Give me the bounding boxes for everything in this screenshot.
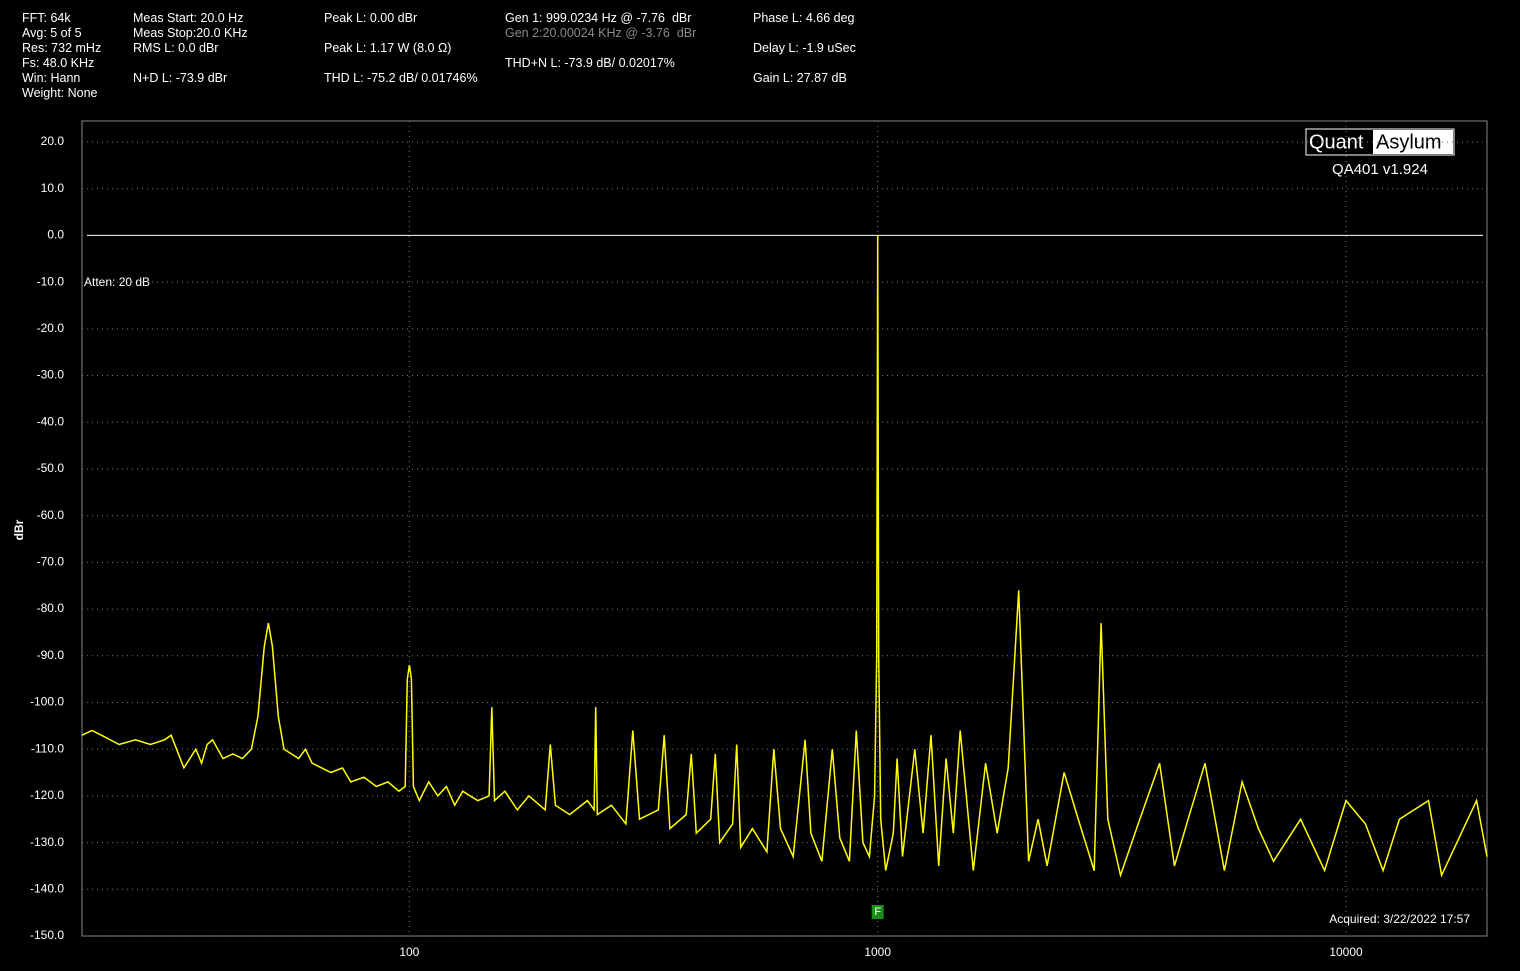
stat: Win: Hann	[22, 71, 81, 85]
stat: Peak L: 1.17 W (8.0 Ω)	[324, 41, 452, 55]
y-tick-label: -60.0	[37, 508, 65, 522]
stat: Peak L: 0.00 dBr	[324, 11, 418, 25]
header-col: Gen 1: 999.0234 Hz @ -7.76 dBr Gen 2:20.…	[505, 11, 696, 71]
y-tick-label: -100.0	[30, 695, 64, 709]
stat: THD+N L: -73.9 dB/ 0.02017%	[505, 56, 675, 70]
header-col: Peak L: 0.00 dBr Peak L: 1.17 W (8.0 Ω) …	[324, 11, 478, 86]
y-tick-label: -130.0	[30, 835, 64, 849]
y-tick-label: -20.0	[37, 321, 65, 335]
y-tick-label: -90.0	[37, 648, 65, 662]
stat: Avg: 5 of 5	[22, 26, 82, 40]
spectrum-line	[81, 235, 1488, 879]
stat: Weight: None	[22, 86, 98, 100]
y-tick-label: 20.0	[41, 134, 65, 148]
logo-left: Quant	[1309, 131, 1364, 153]
y-tick-label: -40.0	[37, 414, 65, 428]
stat: N+D L: -73.9 dBr	[133, 71, 228, 85]
stat: Delay L: -1.9 uSec	[753, 41, 856, 55]
y-tick-label: 0.0	[47, 228, 64, 242]
y-axis-label: dBr	[12, 519, 26, 540]
y-tick-label: -10.0	[37, 274, 65, 288]
stat: Gen 2:20.00024 KHz @ -3.76 dBr	[505, 26, 697, 40]
stat: Meas Stop:20.0 KHz	[133, 26, 248, 40]
header-col: Meas Start: 20.0 Hz Meas Stop:20.0 KHz R…	[133, 11, 248, 86]
stat: Gen 1: 999.0234 Hz @ -7.76 dBr	[505, 11, 692, 25]
stat: THD L: -75.2 dB/ 0.01746%	[324, 71, 478, 85]
y-tick-label: 10.0	[41, 181, 65, 195]
y-tick-label: -30.0	[37, 368, 65, 382]
plot-frame	[81, 120, 1488, 937]
y-tick-label: -80.0	[37, 601, 65, 615]
y-tick-label: -50.0	[37, 461, 65, 475]
stat: Phase L: 4.66 deg	[753, 11, 855, 25]
x-tick-label: 100	[399, 945, 419, 959]
stat: RMS L: 0.0 dBr	[133, 41, 219, 55]
header-col: FFT: 64k Avg: 5 of 5 Res: 732 mHz Fs: 48…	[22, 11, 101, 101]
y-tick-label: -150.0	[30, 928, 64, 942]
stat: Res: 732 mHz	[22, 41, 102, 55]
marker-box	[871, 905, 884, 919]
stat: Gain L: 27.87 dB	[753, 71, 847, 85]
y-tick-label: -140.0	[30, 881, 64, 895]
stat: FFT: 64k	[22, 11, 71, 25]
x-tick-label: 10000	[1329, 945, 1363, 959]
x-tick-label: 1000	[864, 945, 891, 959]
header-col: Phase L: 4.66 deg Delay L: -1.9 uSec Gai…	[753, 11, 856, 86]
y-tick-label: -110.0	[31, 741, 64, 755]
marker-label: F	[874, 906, 881, 918]
version: QA401 v1.924	[1332, 161, 1428, 178]
stat: Fs: 48.0 KHz	[22, 56, 95, 70]
acquired: Acquired: 3/22/2022 17:57	[1329, 912, 1470, 926]
logo-right: Asylum	[1376, 131, 1442, 153]
y-tick-label: -70.0	[37, 555, 65, 569]
stat: Meas Start: 20.0 Hz	[133, 11, 244, 25]
y-tick-label: -120.0	[30, 788, 64, 802]
